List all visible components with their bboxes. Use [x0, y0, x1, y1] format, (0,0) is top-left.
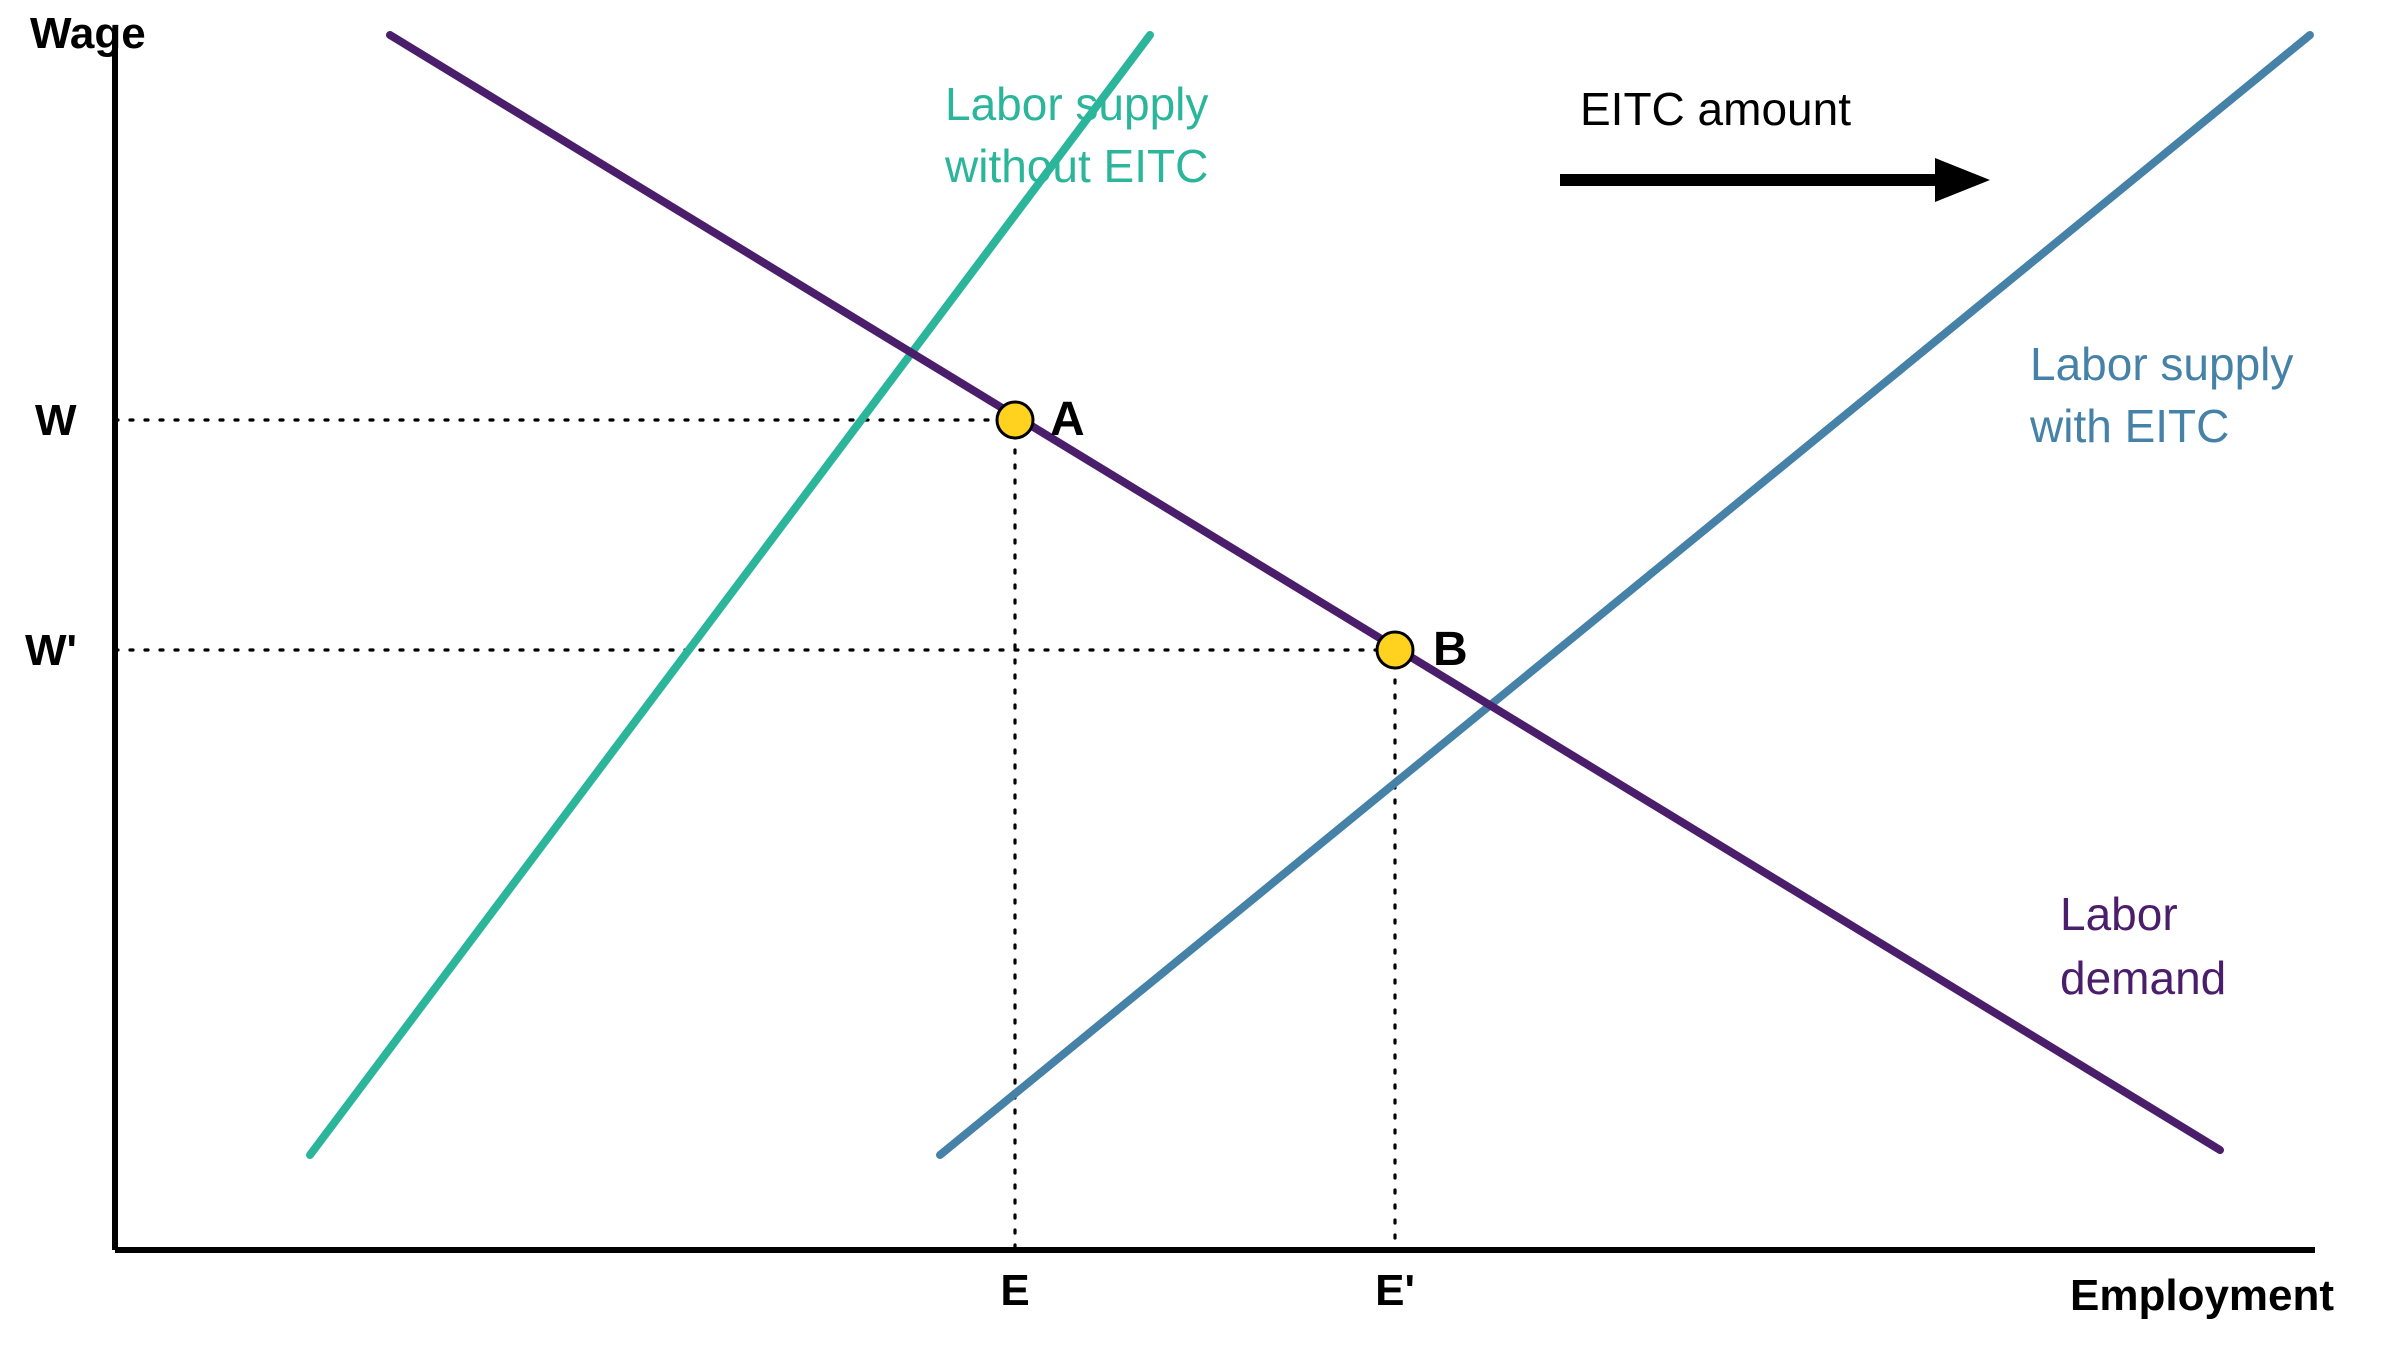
point-a-label: A [1050, 393, 1085, 446]
eitc-labor-market-diagram: WageEmploymentWW'EE'EITC amountLabor sup… [0, 0, 2400, 1350]
eitc-arrow-label: EITC amount [1580, 83, 1851, 135]
y-tick-w: W [35, 396, 77, 445]
y-axis-label: Wage [30, 9, 146, 58]
x-tick-e-prime: E' [1375, 1266, 1415, 1315]
x-axis-label: Employment [2070, 1271, 2334, 1320]
point-b [1377, 632, 1413, 668]
point-b-label: B [1433, 623, 1468, 676]
y-tick-w-prime: W' [25, 626, 77, 675]
x-tick-e: E [1000, 1266, 1029, 1315]
point-a [997, 402, 1033, 438]
